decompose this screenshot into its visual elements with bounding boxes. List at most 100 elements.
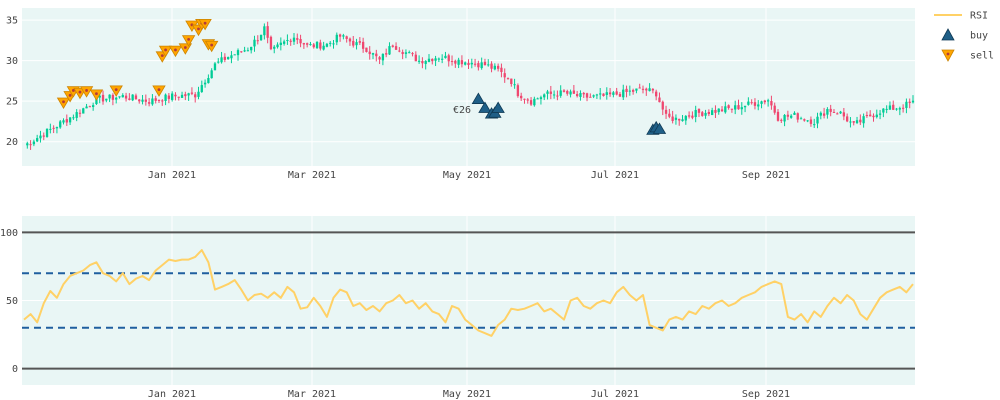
candle-body [187,93,190,96]
candle-body [404,52,408,54]
legend-label: sell [970,51,994,62]
price-y-tick: 25 [6,97,18,108]
candle-body [516,85,520,97]
sell-marker-dot [62,100,65,104]
rsi-y-tick: 100 [0,228,18,239]
candle-body [233,54,236,56]
candle-body [809,119,813,124]
sell-marker-dot [95,92,98,96]
legend-triangle-dot [946,52,950,56]
candle-body [905,101,908,108]
candle-body [161,100,164,102]
candlesticks [26,21,915,150]
candle-body [246,50,250,52]
candle-body [111,94,115,100]
rsi-x-tick: Jul 2021 [591,389,639,400]
candle-body [147,102,151,104]
price-x-tick: Sep 2021 [742,170,790,181]
candle-body [753,102,757,106]
candle-body [250,46,253,51]
candle-body [878,113,882,115]
candle-body [562,90,566,92]
candle-body [865,115,869,117]
candle-body [55,127,59,129]
candle-body [378,57,381,60]
candle-body [240,51,243,53]
candle-body [368,51,371,55]
candle-body [352,40,355,46]
candle-body [681,119,684,122]
candle-body [52,127,55,129]
candle-body [470,62,473,65]
candle-body [398,50,401,52]
candle-body [121,95,124,98]
sell-marker-dot [68,93,72,97]
price-annotation: €26 [453,105,471,116]
candle-body [572,90,576,94]
candle-body [773,105,776,113]
candle-body [901,107,905,109]
candle-body [411,53,414,55]
candle-body [424,60,427,64]
candle-body [144,99,147,102]
candle-body [454,60,457,64]
price-x-tick: Mar 2021 [288,170,336,181]
candle-body [589,96,592,98]
candle-body [194,94,197,98]
candle-body [622,89,625,98]
sell-marker-dot [157,88,161,92]
candle-body [157,99,161,101]
candle-body [217,61,220,63]
price-y-tick-labels: 20 25 30 35 [6,16,18,149]
candle-body [203,82,207,85]
candle-body [898,108,901,110]
rsi-x-tick-labels: Jan 2021 Mar 2021 May 2021 Jul 2021 Sep 2021 [148,389,790,400]
candle-body [417,60,421,62]
legend[interactable]: RSI buy sell [934,11,994,62]
sell-marker-dot [164,48,167,52]
candle-body [401,52,404,55]
candle-body [770,101,773,106]
candle-body [184,94,187,97]
candle-body [668,113,671,117]
candle-body [450,60,454,62]
candle-body [45,128,49,137]
candle-body [226,57,230,60]
rsi-x-tick: Jan 2021 [148,389,196,400]
candle-body [885,108,888,110]
candle-body [648,88,651,92]
candle-body [671,116,674,121]
candle-body [892,104,895,110]
candle-body [385,53,388,55]
candle-body [855,120,859,123]
candle-body [118,96,121,98]
candle-body [39,135,42,139]
candle-body [655,91,658,97]
legend-triangle-down-icon [941,49,955,62]
candle-body [631,89,635,92]
candle-body [674,117,678,120]
candle-body [529,100,533,105]
candle-body [513,84,516,86]
legend-item-sell[interactable]: sell [941,49,994,62]
candle-body [381,53,385,61]
candle-body [641,88,645,90]
candle-body [88,106,92,108]
legend-item-buy[interactable]: buy [941,28,988,42]
candle-body [180,94,184,98]
candle-body [552,94,556,96]
buy-marker [652,122,667,134]
candle-body [559,90,562,96]
candle-body [697,108,701,113]
legend-item-rsi[interactable]: RSI [934,11,988,22]
candle-body [487,64,490,66]
candle-body [628,90,631,92]
candle-body [536,98,539,100]
candle-body [230,55,233,59]
rsi-y-tick: 0 [12,364,18,375]
candle-body [872,115,875,118]
candle-body [414,54,417,62]
candle-body [467,62,470,66]
candle-body [799,118,803,120]
candle-body [691,115,694,118]
